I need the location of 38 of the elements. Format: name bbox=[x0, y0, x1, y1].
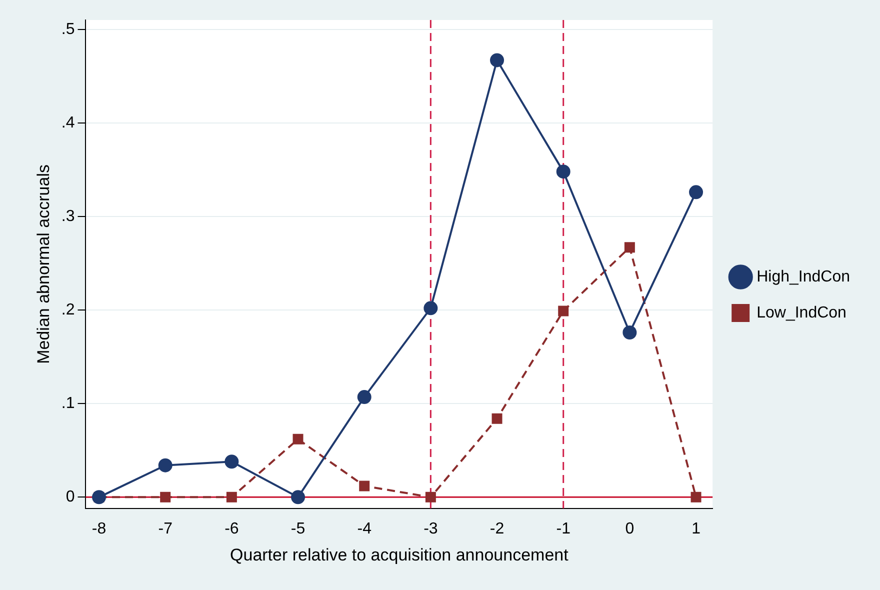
x-tick-label: -2 bbox=[490, 520, 504, 538]
x-tick-label: -8 bbox=[92, 520, 106, 538]
y-tick-label: 0 bbox=[66, 488, 75, 506]
point bbox=[492, 413, 502, 424]
y-tick-label: .3 bbox=[61, 208, 75, 225]
y-tick-label: .2 bbox=[61, 301, 75, 318]
point bbox=[690, 492, 702, 502]
point bbox=[224, 454, 239, 469]
x-tick-label: -4 bbox=[357, 520, 372, 538]
x-tick-label: -7 bbox=[158, 520, 173, 538]
y-tick-label: .4 bbox=[61, 114, 75, 132]
y-tick-label: .5 bbox=[61, 20, 75, 38]
y-tick-label: .1 bbox=[61, 395, 75, 412]
point bbox=[160, 492, 171, 502]
point bbox=[424, 301, 438, 316]
x-tick-label: -5 bbox=[290, 520, 306, 538]
point bbox=[425, 492, 436, 502]
x-tick-label: 0 bbox=[625, 520, 634, 538]
point bbox=[158, 458, 172, 472]
x-tick-label: -6 bbox=[224, 520, 239, 538]
point bbox=[689, 185, 704, 200]
y-axis-title: Median abnormal accruals bbox=[34, 164, 53, 364]
point bbox=[624, 242, 635, 253]
x-tick-label: -3 bbox=[424, 520, 438, 538]
point bbox=[558, 306, 569, 316]
x-tick-label: -1 bbox=[556, 520, 571, 538]
x-axis-title: Quarter relative to acquisition announcement bbox=[230, 545, 569, 564]
x-tick-label: 1 bbox=[692, 520, 701, 538]
point bbox=[291, 490, 306, 504]
point bbox=[556, 164, 570, 179]
point bbox=[226, 492, 237, 502]
legend-label: Low_IndCon bbox=[756, 304, 846, 322]
point bbox=[359, 480, 370, 492]
point bbox=[490, 53, 504, 68]
point bbox=[357, 390, 372, 404]
legend-label: High_IndCon bbox=[756, 268, 850, 286]
point bbox=[622, 326, 637, 340]
point bbox=[292, 434, 304, 444]
